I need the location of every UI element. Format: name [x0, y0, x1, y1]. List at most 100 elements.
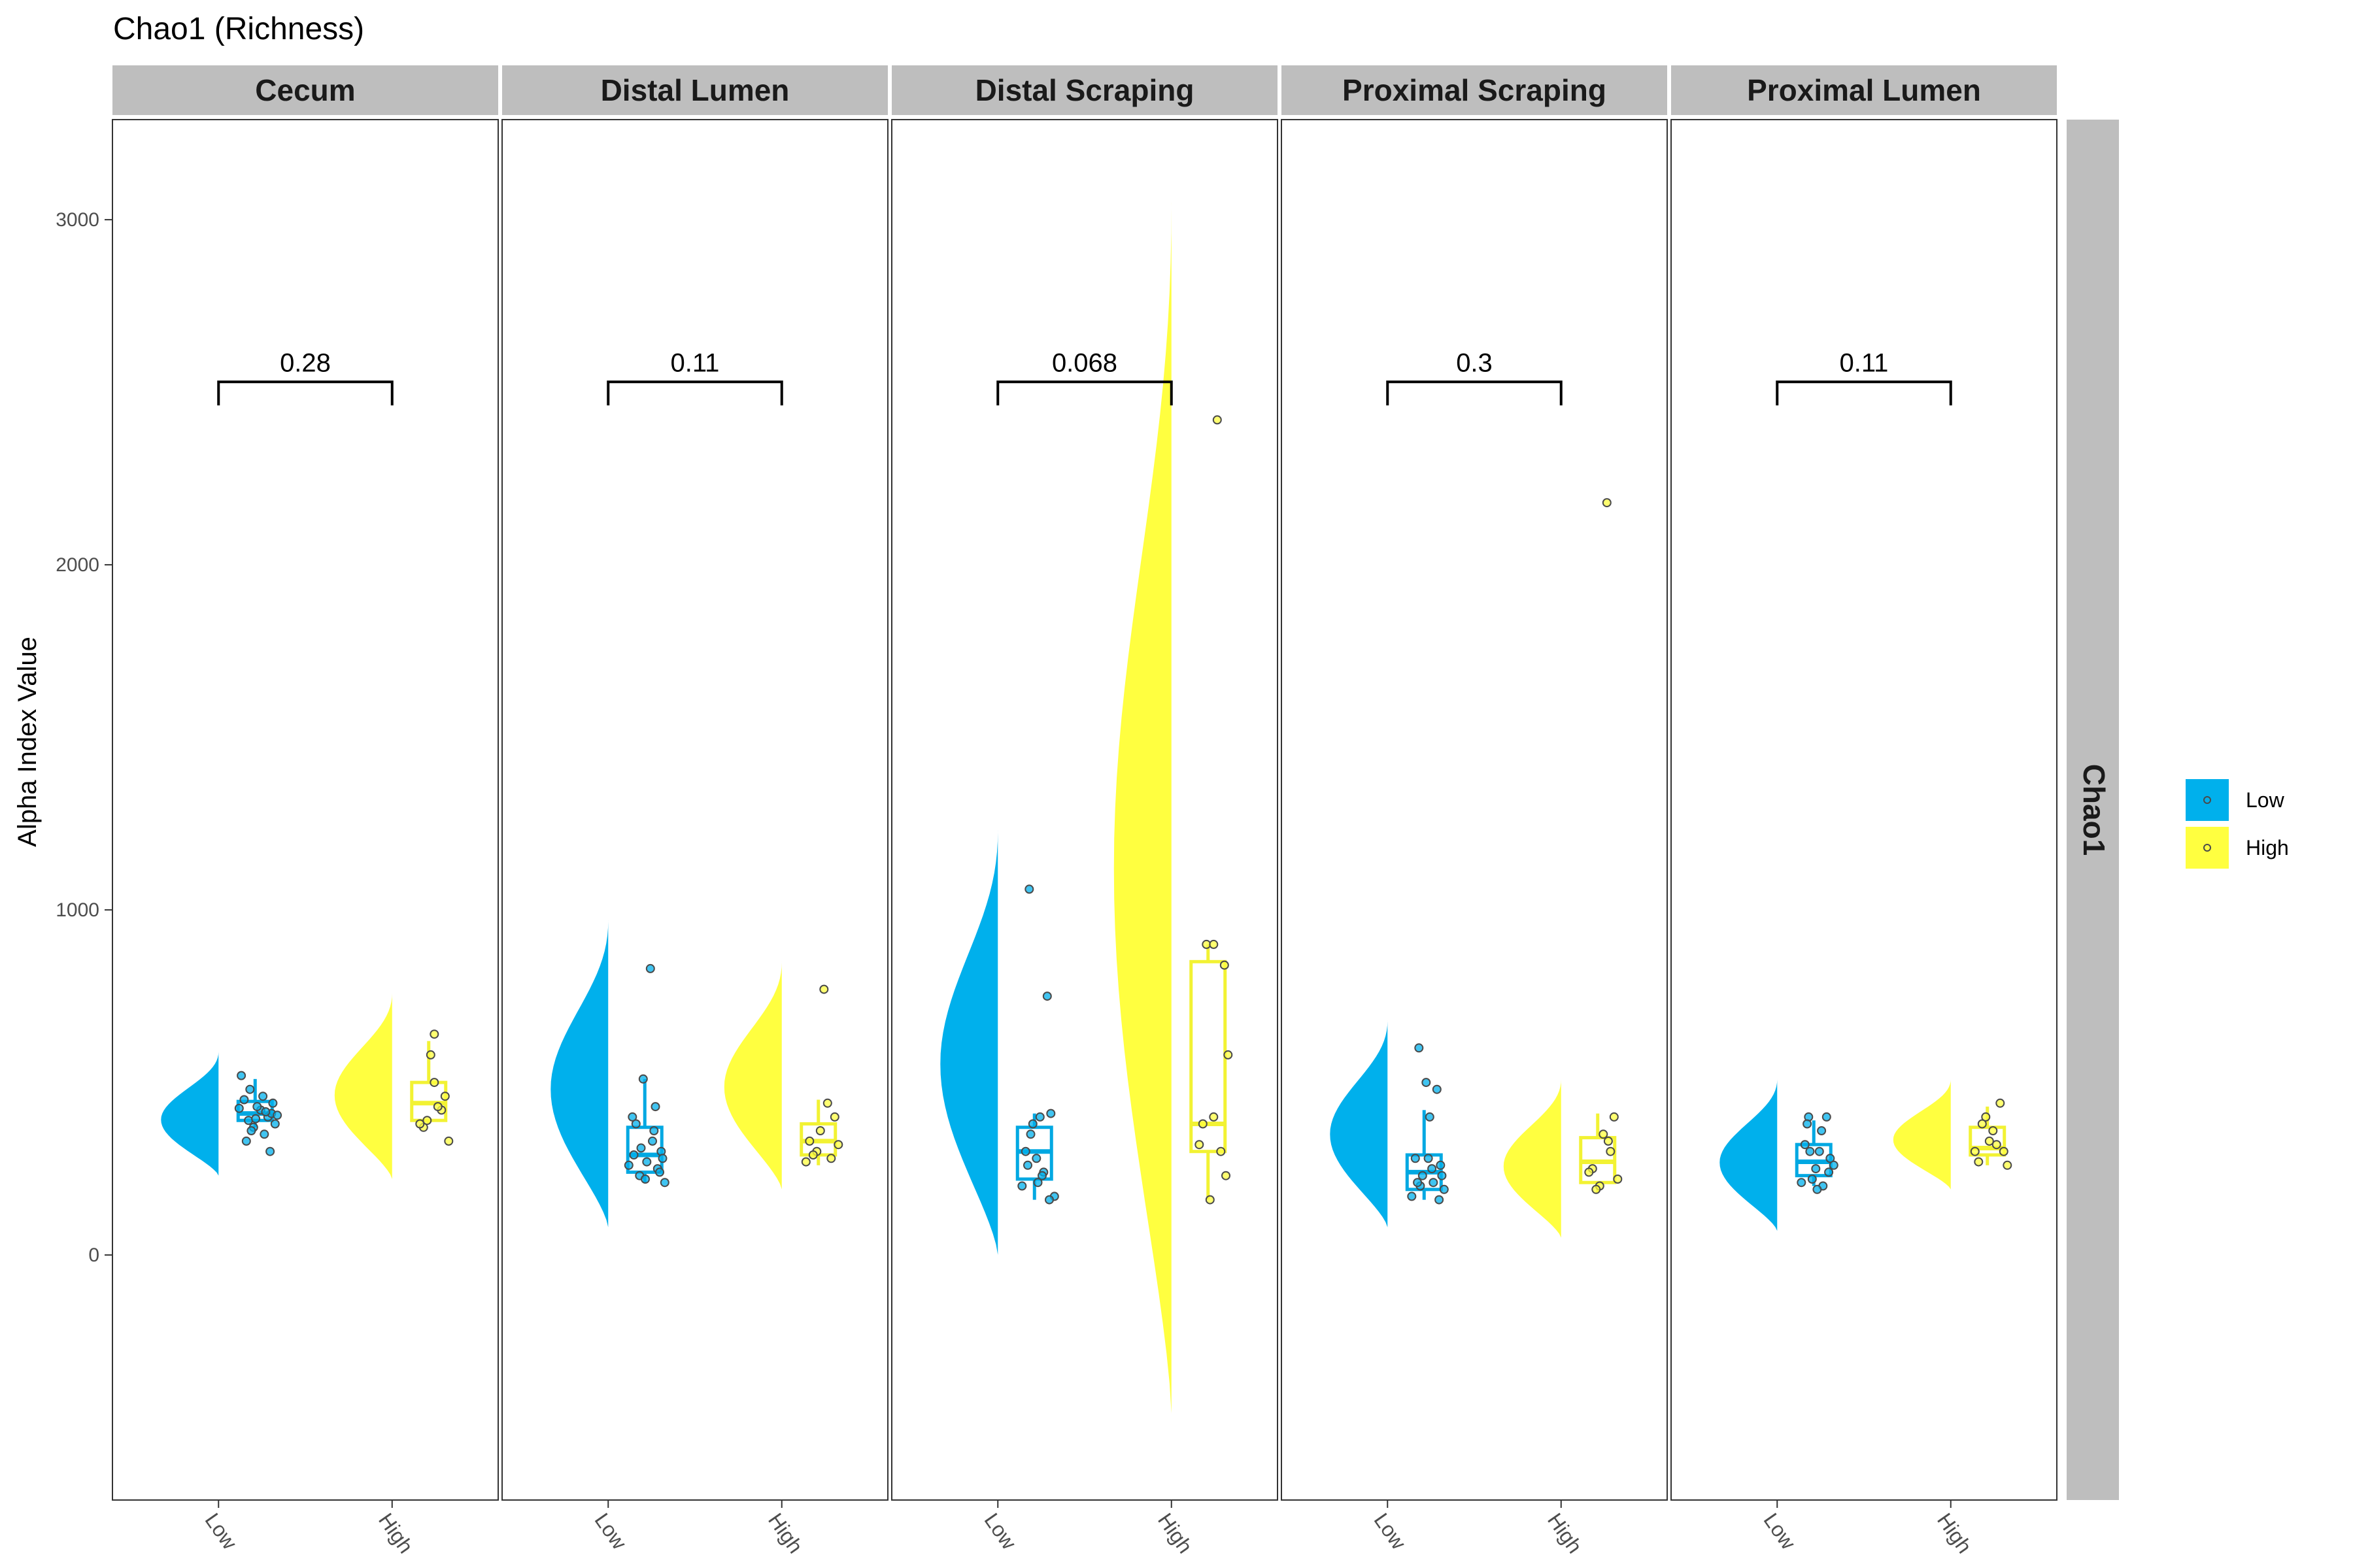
data-point	[252, 1102, 262, 1112]
data-point	[1209, 1112, 1219, 1122]
data-point	[638, 1074, 648, 1084]
violin-high	[1503, 1078, 1561, 1238]
group-low	[940, 830, 1059, 1256]
y-tick-label: 1000	[56, 899, 99, 921]
data-point	[1024, 884, 1034, 894]
data-point	[1410, 1154, 1420, 1163]
data-point	[234, 1103, 244, 1113]
group-high	[1503, 498, 1623, 1238]
data-point	[444, 1136, 454, 1146]
data-point	[2003, 1160, 2012, 1170]
data-point	[430, 1029, 439, 1039]
facet-strip	[1281, 65, 1667, 115]
data-point	[1221, 1171, 1230, 1180]
data-point	[648, 1136, 657, 1146]
data-point	[1035, 1112, 1045, 1122]
data-point	[822, 1098, 832, 1108]
data-point	[1413, 1178, 1423, 1188]
group-high	[724, 961, 843, 1190]
data-point	[1026, 1129, 1036, 1139]
p-value-label: 0.28	[280, 348, 331, 377]
legend-label: High	[2246, 836, 2289, 859]
facet-strip	[112, 65, 498, 115]
data-point	[241, 1136, 251, 1146]
chart-title: Chao1 (Richness)	[113, 12, 364, 46]
facet-strip	[502, 65, 888, 115]
data-point	[1219, 960, 1229, 970]
data-point	[430, 1078, 439, 1088]
data-point	[1999, 1146, 2008, 1156]
violin-low	[940, 830, 998, 1256]
data-point	[1602, 498, 1612, 508]
group-low	[1719, 1078, 1838, 1231]
data-point	[1021, 1146, 1030, 1156]
violin-low	[1719, 1078, 1778, 1231]
panel-border	[1281, 119, 1668, 1501]
y-axis-title: Alpha Index Value	[13, 637, 42, 847]
data-point	[1811, 1164, 1821, 1174]
data-point	[642, 1157, 652, 1167]
legend-label: Low	[2246, 788, 2285, 812]
data-point	[1407, 1192, 1417, 1201]
group-low	[161, 1051, 282, 1176]
data-point	[834, 1140, 843, 1150]
group-high	[1113, 202, 1233, 1414]
data-point	[1436, 1160, 1446, 1170]
data-point	[1212, 415, 1222, 425]
data-point	[1821, 1112, 1831, 1122]
data-point	[239, 1095, 249, 1105]
data-point	[629, 1150, 639, 1159]
data-point	[1427, 1164, 1437, 1174]
data-point	[1824, 1167, 1834, 1177]
data-point	[1434, 1195, 1444, 1205]
significance-bracket	[1776, 380, 1952, 406]
legend: Low High	[2186, 779, 2289, 869]
facet-row-strip: Chao1	[2067, 120, 2119, 1500]
facet-strip-label: Cecum	[255, 73, 355, 107]
data-point	[1584, 1167, 1594, 1177]
data-point	[415, 1119, 425, 1129]
panel-border	[891, 119, 1278, 1501]
data-point	[808, 1150, 818, 1159]
y-tick-label: 2000	[56, 554, 99, 576]
data-point	[1017, 1181, 1027, 1191]
data-point	[1606, 1146, 1616, 1156]
data-point	[1417, 1171, 1427, 1180]
data-point	[1209, 939, 1219, 949]
data-point	[1032, 1154, 1041, 1163]
data-point	[245, 1084, 255, 1094]
data-point	[1425, 1112, 1434, 1122]
data-point	[440, 1092, 450, 1101]
group-low	[550, 920, 669, 1227]
y-axis: 0 1000 2000 3000	[56, 209, 112, 1266]
p-value-label: 0.068	[1052, 348, 1117, 377]
data-point	[658, 1154, 668, 1163]
data-point	[1609, 1112, 1619, 1122]
legend-point-key	[2203, 844, 2211, 852]
data-point	[1042, 992, 1052, 1001]
p-value-label: 0.3	[1456, 348, 1493, 377]
data-point	[1432, 1084, 1442, 1094]
facet-strip-label: Proximal Lumen	[1747, 73, 1981, 107]
data-point	[237, 1071, 246, 1080]
y-tick-label: 0	[88, 1244, 99, 1266]
data-point	[1038, 1171, 1047, 1180]
facet-strip	[1671, 65, 2057, 115]
data-point	[1974, 1157, 1984, 1167]
significance-bracket	[1386, 380, 1563, 406]
data-point	[1045, 1195, 1054, 1205]
data-point	[1439, 1184, 1449, 1194]
data-point	[422, 1116, 432, 1126]
data-point	[1599, 1129, 1608, 1139]
legend-point-key	[2203, 796, 2211, 804]
data-point	[1046, 1109, 1056, 1118]
facet-strip-label: Distal Lumen	[601, 73, 790, 107]
data-point	[1812, 1184, 1822, 1194]
facet-row-strip-bg	[2067, 120, 2119, 1500]
facet-strip-label: Proximal Scraping	[1342, 73, 1606, 107]
significance-bracket	[217, 380, 394, 406]
data-point	[1988, 1126, 1998, 1135]
panel-border	[112, 119, 499, 1501]
